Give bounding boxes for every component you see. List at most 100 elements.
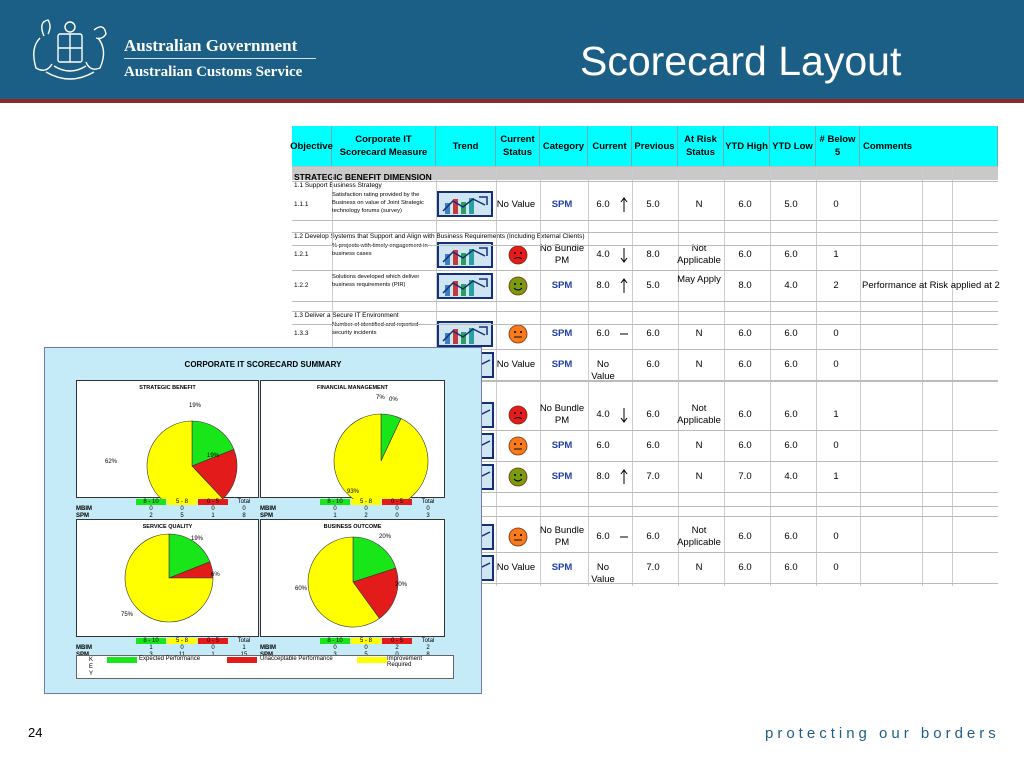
range-header: 8 - 10: [136, 638, 166, 644]
row-current: 8.0: [596, 471, 610, 482]
row-current: No Value: [591, 359, 615, 382]
header-divider: [124, 58, 316, 59]
row-previous: 7.0: [646, 471, 660, 482]
row-risk: Not Applicable: [677, 525, 721, 548]
red-status-face-icon: [508, 245, 528, 265]
col-ytd-high: YTD High: [724, 126, 770, 166]
count-cell: 0: [333, 645, 337, 651]
pie-percent-label: 75%: [121, 612, 134, 618]
row-divider: [292, 245, 998, 246]
row-risk: Not Applicable: [677, 403, 721, 426]
row-low: 4.0: [784, 280, 798, 291]
pie-percent-label: 6%: [211, 572, 220, 578]
pie-slice-high: [352, 536, 397, 583]
row-label-spm: SPM: [76, 513, 90, 519]
row-category: SPM: [551, 471, 573, 482]
row-divider: [292, 232, 998, 233]
row-low: 6.0: [784, 359, 798, 370]
trend-chart-icon: [437, 273, 493, 299]
green-status-face-icon: [508, 276, 528, 296]
legend-red-swatch: [227, 657, 257, 663]
row-low: 6.0: [784, 328, 798, 339]
row-high: 7.0: [738, 471, 752, 482]
summary-title: CORPORATE IT SCORECARD SUMMARY: [184, 360, 342, 369]
col-objective: Objective: [290, 126, 333, 166]
pie-chart: [333, 413, 429, 499]
trend-arrow-flat-icon: [620, 326, 628, 342]
count-cell: 0: [364, 506, 368, 512]
count-cell: 8: [242, 513, 246, 519]
count-cell: 0: [333, 506, 337, 512]
row-below: 0: [833, 440, 839, 451]
slide-title: Scorecard Layout: [580, 38, 902, 84]
range-header: 8 - 10: [320, 499, 350, 505]
row-high: 6.0: [738, 440, 752, 451]
row-current: 6.0: [596, 440, 610, 451]
red-status-face-icon: [508, 405, 528, 425]
legend-improvement: Improvement Required: [387, 656, 423, 668]
page-number: 24: [28, 725, 43, 740]
row-high: 6.0: [738, 531, 752, 542]
row-divider: [292, 311, 998, 312]
row-low: 6.0: [784, 531, 798, 542]
pie-percent-label: 62%: [105, 459, 118, 465]
row-label-mbim: MBIM: [260, 645, 276, 651]
row-category: No Bundle PM: [539, 243, 585, 266]
row-previous: 6.0: [646, 531, 660, 542]
range-header: 0 - 5: [382, 638, 412, 644]
trend-arrow-up-icon: [620, 278, 628, 294]
range-header: 5 - 8: [167, 499, 197, 505]
legend-key-letter: E: [89, 664, 94, 670]
col-comments: Comments: [860, 126, 998, 166]
range-header: Total: [237, 638, 251, 644]
pie-percent-label: 19%: [189, 403, 202, 409]
count-cell: 0: [211, 506, 215, 512]
row-current: No Value: [591, 562, 615, 585]
row-label-mbim: MBIM: [76, 506, 92, 512]
row-divider: [292, 492, 998, 493]
row-objective-id: 1.2.1: [294, 251, 309, 258]
row-previous: 5.0: [646, 280, 660, 291]
pie-slice-low: [352, 567, 399, 619]
row-risk: N: [695, 198, 703, 210]
green-status-face-icon: [508, 467, 528, 487]
pie-percent-label: 93%: [347, 489, 360, 495]
row-divider: [292, 380, 998, 381]
row-category: SPM: [551, 562, 573, 573]
row-divider: [292, 220, 998, 221]
count-cell: 5: [180, 513, 184, 519]
row-below: 0: [833, 359, 839, 370]
row-category: SPM: [551, 198, 573, 210]
pie-slice-low: [191, 449, 238, 499]
pie-chart: [146, 420, 238, 499]
row-divider: [292, 301, 998, 302]
row-divider: [292, 552, 998, 553]
row-measure: Number of identified and reported securi…: [332, 322, 419, 336]
row-current-status: No Value: [496, 562, 536, 573]
row-divider: [292, 270, 998, 271]
range-header: 8 - 10: [320, 638, 350, 644]
row-current-status: No Value: [496, 359, 536, 370]
row-divider: [292, 583, 998, 584]
pie-slice-mid: [124, 533, 214, 623]
row-below: 1: [833, 249, 839, 260]
row-below: 0: [833, 328, 839, 339]
grid-vline: [816, 166, 817, 586]
subsection-1-3: 1.3 Deliver a Secure IT Environment: [294, 312, 399, 319]
row-risk: N: [695, 359, 703, 370]
summary-panel-4: BUSINESS OUTCOME 20% 20% 60%: [260, 519, 445, 637]
pie-percent-label: 19%: [207, 453, 220, 459]
row-low: 6.0: [784, 409, 798, 420]
row-current: 6.0: [596, 328, 610, 339]
pie-percent-label: 60%: [295, 586, 308, 592]
legend-expected: Expected Performance: [139, 656, 201, 662]
count-cell: 1: [149, 645, 153, 651]
col-current: Current: [588, 126, 632, 166]
range-header: 0 - 5: [382, 499, 412, 505]
range-header: 5 - 8: [351, 638, 381, 644]
row-label-mbim: MBIM: [260, 506, 276, 512]
row-below: 2: [833, 280, 839, 291]
count-cell: 3: [426, 513, 430, 519]
range-header: 8 - 10: [136, 499, 166, 505]
section-strategic-benefit: STRATEGIC BENEFIT DIMENSION: [292, 167, 998, 182]
